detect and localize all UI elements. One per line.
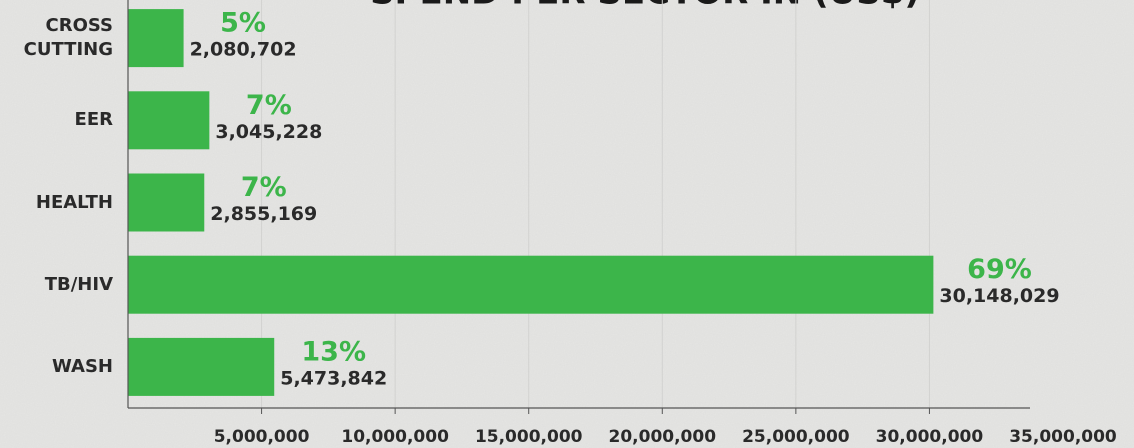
- value-label: 5,473,842: [280, 367, 387, 389]
- x-tick-label: 5,000,000: [214, 427, 310, 447]
- x-tick-label: 35,000,000: [1009, 427, 1117, 447]
- bar: [128, 255, 934, 314]
- value-label: 2,080,702: [190, 39, 297, 61]
- percent-label: 69%: [967, 254, 1032, 285]
- x-tick-label: 25,000,000: [742, 427, 850, 447]
- bar: [128, 173, 205, 232]
- percent-label: 7%: [246, 90, 292, 121]
- y-tick-label: HEALTH: [35, 191, 113, 213]
- x-tick-label: 30,000,000: [876, 427, 984, 447]
- x-tick-label: 20,000,000: [609, 427, 717, 447]
- x-tick-label: 15,000,000: [475, 427, 583, 447]
- value-label: 2,855,169: [210, 203, 317, 225]
- x-tick-label: 10,000,000: [341, 427, 449, 447]
- bar: [128, 9, 184, 68]
- bar: [128, 91, 210, 150]
- value-label: 3,045,228: [215, 121, 322, 143]
- y-tick-label: CROSS CUTTING: [23, 15, 113, 61]
- percent-label: 7%: [241, 172, 287, 203]
- y-tick-label: TB/HIV: [44, 273, 113, 295]
- y-tick-label: EER: [74, 109, 113, 131]
- percent-label: 5%: [220, 8, 266, 39]
- percent-label: 13%: [301, 336, 366, 367]
- bar: [128, 337, 275, 396]
- value-label: 30,148,029: [939, 285, 1059, 307]
- chart-title: SPEND PER SECTOR IN (US$): [370, 0, 920, 13]
- y-tick-label: WASH: [51, 355, 113, 377]
